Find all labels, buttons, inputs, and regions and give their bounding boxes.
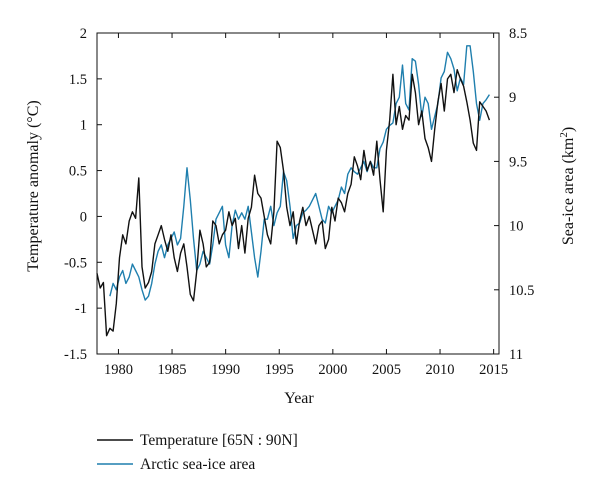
legend-label-temperature: Temperature [65N : 90N]	[140, 432, 298, 449]
y-left-tick-label: 1	[80, 118, 87, 134]
y-right-tick-label: 8.5	[509, 26, 527, 42]
y-left-tick-label: 0	[80, 209, 87, 225]
y-left-tick-label: -1.5	[64, 347, 87, 363]
y-axis-right-title-end: )	[560, 127, 577, 132]
y-left-tick-label: 1.5	[69, 72, 87, 88]
x-tick-label: 2015	[479, 362, 508, 378]
x-axis-title: Year	[284, 390, 314, 407]
y-left-tick-label: -0.5	[64, 255, 87, 271]
y-axis-right-title-sup: 2	[558, 132, 570, 138]
x-tick-label: 1995	[265, 362, 294, 378]
x-tick-label: 2000	[318, 362, 347, 378]
x-tick-label: 1985	[158, 362, 187, 378]
y-axis-right-title-main: Sea-ice area (km	[560, 137, 577, 245]
y-axis-left-title: Temperature anomaly (°C)	[25, 100, 42, 271]
y-left-tick-label: 0.5	[69, 164, 87, 180]
y-left-tick-label: -1	[75, 301, 87, 317]
y-right-tick-label: 10.5	[509, 283, 534, 299]
y-right-tick-label: 9.5	[509, 154, 527, 170]
legend-label-sea-ice: Arctic sea-ice area	[140, 456, 255, 473]
y-right-tick-label: 10	[509, 219, 524, 235]
series-line-sea-ice	[109, 45, 490, 301]
x-tick-label: 1990	[211, 362, 240, 378]
plot-area	[96, 45, 491, 337]
x-tick-label: 1980	[104, 362, 133, 378]
y-right-tick-label: 9	[509, 90, 516, 106]
series-line-temperature	[96, 68, 491, 337]
axes: 1980 1985 1990 1995 2000 2005 2010 2015-1.5-1-0…	[64, 26, 534, 378]
y-axis-right-title: Sea-ice area (km2)	[558, 127, 577, 245]
x-tick-label: 2010	[426, 362, 455, 378]
x-tick-label: 2005	[372, 362, 401, 378]
legend: Temperature [65N : 90N] Arctic sea-ice a…	[97, 432, 298, 473]
plot-frame	[96, 32, 500, 355]
y-right-tick-label: 11	[509, 347, 523, 363]
y-left-tick-label: 2	[80, 26, 87, 42]
